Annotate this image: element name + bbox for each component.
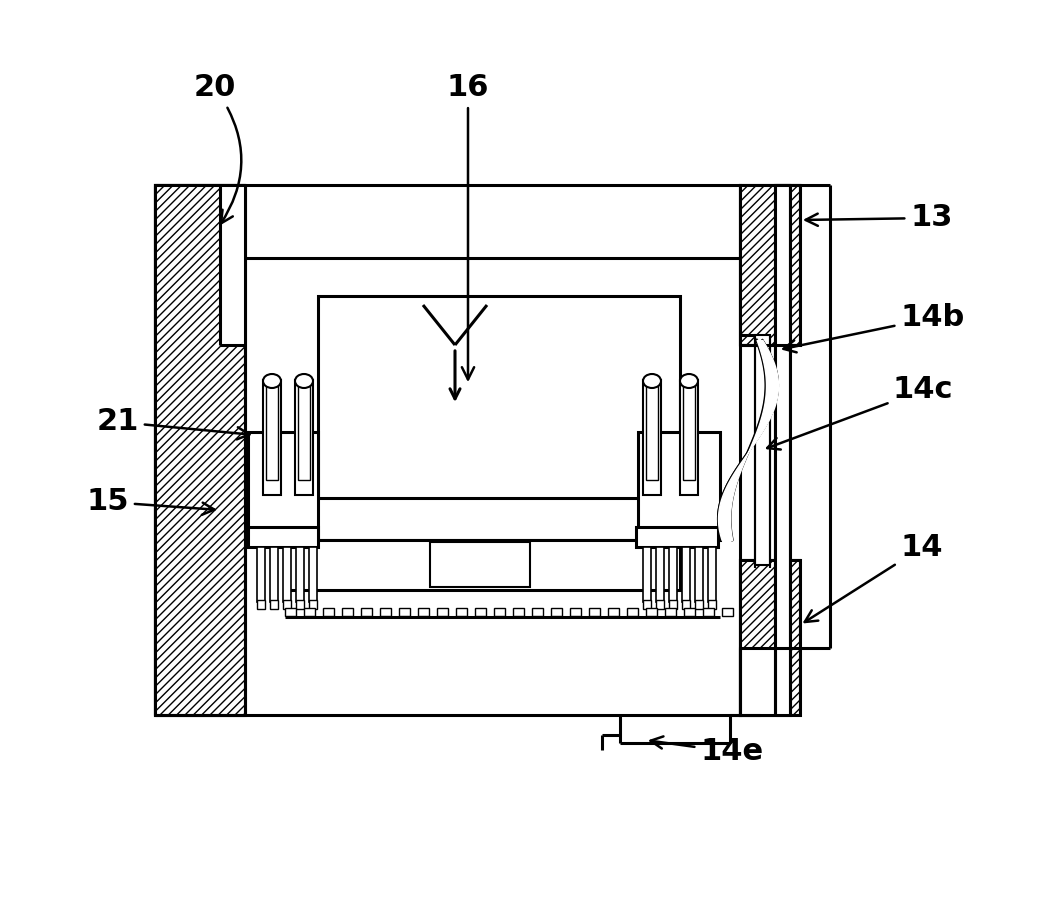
Bar — [682, 547, 690, 602]
Bar — [285, 498, 680, 540]
Bar — [775, 185, 790, 715]
Bar — [248, 527, 318, 547]
Bar — [643, 380, 661, 495]
Bar — [155, 185, 740, 715]
Bar — [309, 600, 317, 609]
Bar — [683, 380, 695, 480]
Bar — [285, 540, 680, 590]
Bar — [695, 547, 703, 602]
Bar — [709, 547, 716, 602]
Bar — [475, 608, 486, 616]
Bar — [283, 600, 291, 609]
Bar — [636, 527, 718, 547]
Bar — [656, 547, 664, 602]
Text: 14c: 14c — [767, 376, 953, 450]
Bar — [695, 600, 703, 609]
Bar — [669, 547, 677, 602]
Bar — [669, 600, 677, 609]
Ellipse shape — [263, 374, 281, 388]
Bar — [399, 608, 410, 616]
Bar — [570, 608, 581, 616]
Bar — [740, 185, 800, 345]
Bar — [627, 608, 638, 616]
Bar — [298, 380, 310, 480]
Text: 14: 14 — [805, 533, 943, 622]
Bar — [665, 608, 676, 616]
Bar — [418, 608, 429, 616]
Bar — [437, 608, 448, 616]
Bar — [643, 600, 651, 609]
Bar — [740, 648, 790, 715]
Bar — [270, 547, 278, 602]
Bar — [342, 608, 353, 616]
Bar — [296, 600, 304, 609]
Ellipse shape — [643, 374, 661, 388]
Bar — [722, 608, 733, 616]
Bar — [270, 600, 278, 609]
Text: 20: 20 — [193, 74, 241, 223]
Bar — [304, 608, 315, 616]
Bar — [296, 547, 304, 602]
Ellipse shape — [680, 374, 698, 388]
Text: 21: 21 — [97, 407, 250, 440]
Bar — [309, 547, 317, 602]
Text: 14b: 14b — [784, 304, 965, 352]
Bar — [263, 380, 281, 495]
Bar — [682, 600, 690, 609]
Bar — [257, 600, 265, 609]
Bar — [680, 380, 698, 495]
Bar — [248, 432, 318, 540]
Text: 16: 16 — [447, 74, 489, 379]
Bar — [295, 380, 314, 495]
Bar — [709, 600, 716, 609]
Bar — [684, 608, 695, 616]
Ellipse shape — [295, 374, 314, 388]
Bar — [643, 547, 651, 602]
Bar — [532, 608, 543, 616]
Text: 14e: 14e — [651, 736, 763, 767]
Bar — [283, 547, 291, 602]
Bar — [155, 185, 245, 715]
Bar — [318, 296, 680, 500]
Bar — [703, 608, 714, 616]
Bar — [754, 335, 770, 565]
Bar — [456, 608, 467, 616]
Bar — [513, 608, 524, 616]
Bar — [740, 560, 800, 715]
Bar — [656, 600, 664, 609]
Bar — [429, 542, 530, 587]
Bar — [257, 547, 265, 602]
Bar — [740, 560, 800, 715]
Bar — [551, 608, 562, 616]
Bar — [494, 608, 505, 616]
Bar — [266, 380, 278, 480]
Bar — [323, 608, 334, 616]
Bar — [608, 608, 619, 616]
Bar — [220, 185, 245, 345]
Bar — [380, 608, 391, 616]
Bar — [155, 185, 245, 715]
Bar — [646, 380, 658, 480]
Bar — [638, 432, 720, 540]
Bar — [589, 608, 600, 616]
Bar — [646, 608, 657, 616]
Text: 15: 15 — [87, 487, 214, 516]
Bar — [740, 185, 800, 345]
Bar — [285, 608, 296, 616]
Bar — [361, 608, 372, 616]
Text: 13: 13 — [806, 204, 952, 232]
